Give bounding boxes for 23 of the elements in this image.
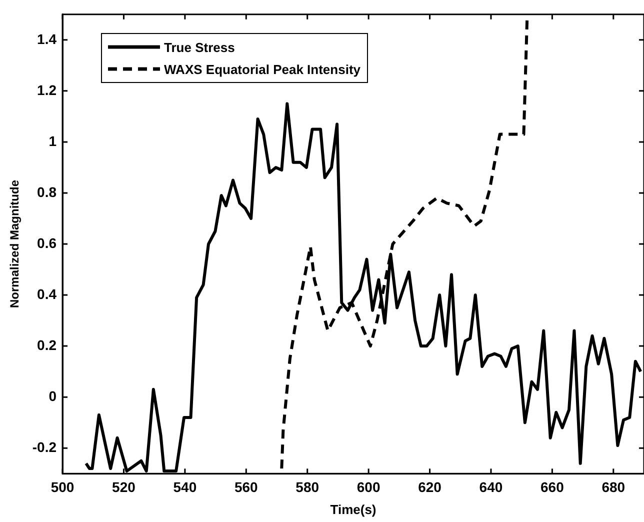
y-tick-label: 0.6 xyxy=(37,234,57,251)
x-tick-label: 520 xyxy=(112,478,136,495)
x-tick-label: 680 xyxy=(602,478,626,495)
y-tick-label: 0.2 xyxy=(37,336,57,353)
x-tick-label: 540 xyxy=(173,478,197,495)
y-tick-label: 1.4 xyxy=(37,30,57,47)
y-tick-label: 0.8 xyxy=(37,184,57,200)
x-tick-label: 500 xyxy=(50,478,74,495)
y-tick-label: 1.2 xyxy=(37,82,57,98)
y-axis-title: Normalized Magnitude xyxy=(8,180,22,308)
y-tick-label: -0.2 xyxy=(32,438,57,455)
y-tick-label: 1 xyxy=(48,132,57,149)
x-tick-label: 580 xyxy=(296,478,320,495)
x-tick-label: 600 xyxy=(356,478,380,495)
x-axis-title: Time(s) xyxy=(330,502,376,517)
x-tick-label: 660 xyxy=(540,478,564,495)
y-tick-label: 0 xyxy=(48,388,57,404)
legend-label: True Stress xyxy=(164,40,235,54)
x-tick-label: 640 xyxy=(479,478,503,495)
x-tick-label: 620 xyxy=(418,478,442,495)
y-tick-label: 0.4 xyxy=(37,286,57,302)
legend-label: WAXS Equatorial Peak Intensity xyxy=(164,62,360,76)
x-tick-label: 560 xyxy=(234,478,258,495)
